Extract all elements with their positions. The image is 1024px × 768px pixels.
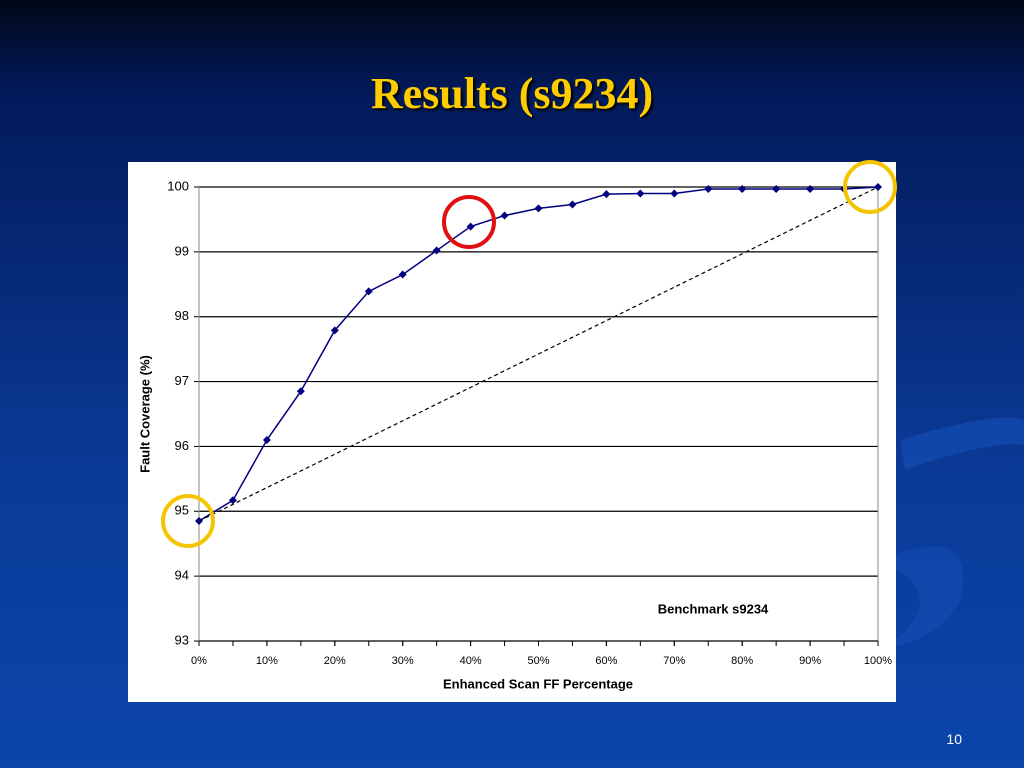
data-point — [602, 190, 611, 199]
y-tick-label: 99 — [175, 243, 189, 258]
x-axis-label: Enhanced Scan FF Percentage — [443, 676, 633, 691]
data-point — [330, 326, 339, 335]
x-tick-label: 80% — [731, 655, 753, 667]
page-number: 10 — [946, 731, 962, 747]
data-point — [636, 189, 645, 198]
data-point — [670, 189, 679, 198]
data-point — [364, 287, 373, 296]
reference-line — [198, 186, 879, 522]
x-tick-label: 10% — [256, 655, 278, 667]
x-tick-label: 70% — [663, 655, 685, 667]
data-point — [432, 246, 441, 255]
x-tick-label: 50% — [527, 655, 549, 667]
data-point — [500, 211, 509, 220]
x-tick-label: 0% — [191, 655, 207, 667]
x-tick-label: 90% — [799, 655, 821, 667]
y-tick-label: 100 — [167, 178, 189, 193]
x-tick-label: 40% — [460, 655, 482, 667]
x-tick-label: 60% — [595, 655, 617, 667]
data-point — [296, 387, 305, 396]
data-point — [568, 200, 577, 209]
chart: Benchmark s9234 Enhanced Scan FF Percent… — [128, 162, 896, 702]
y-axis-label: Fault Coverage (%) — [137, 355, 152, 473]
y-tick-label: 93 — [175, 632, 189, 647]
x-tick-label: 30% — [392, 655, 414, 667]
data-point — [534, 204, 543, 213]
data-point — [704, 184, 713, 193]
y-tick-label: 96 — [175, 438, 189, 453]
data-point — [262, 435, 271, 444]
data-point — [840, 184, 849, 193]
data-point — [228, 496, 237, 505]
data-point — [398, 270, 407, 279]
slide-title: Results (s9234) — [370, 69, 654, 118]
x-tick-label: 100% — [864, 655, 892, 667]
y-tick-label: 98 — [175, 308, 189, 323]
data-point — [806, 184, 815, 193]
annotation: Benchmark s9234 — [658, 601, 769, 616]
x-tick-label: 20% — [324, 655, 346, 667]
y-tick-label: 94 — [175, 568, 189, 583]
data-point — [738, 184, 747, 193]
y-tick-label: 95 — [175, 503, 189, 518]
data-point — [772, 184, 781, 193]
y-tick-label: 97 — [175, 373, 189, 388]
